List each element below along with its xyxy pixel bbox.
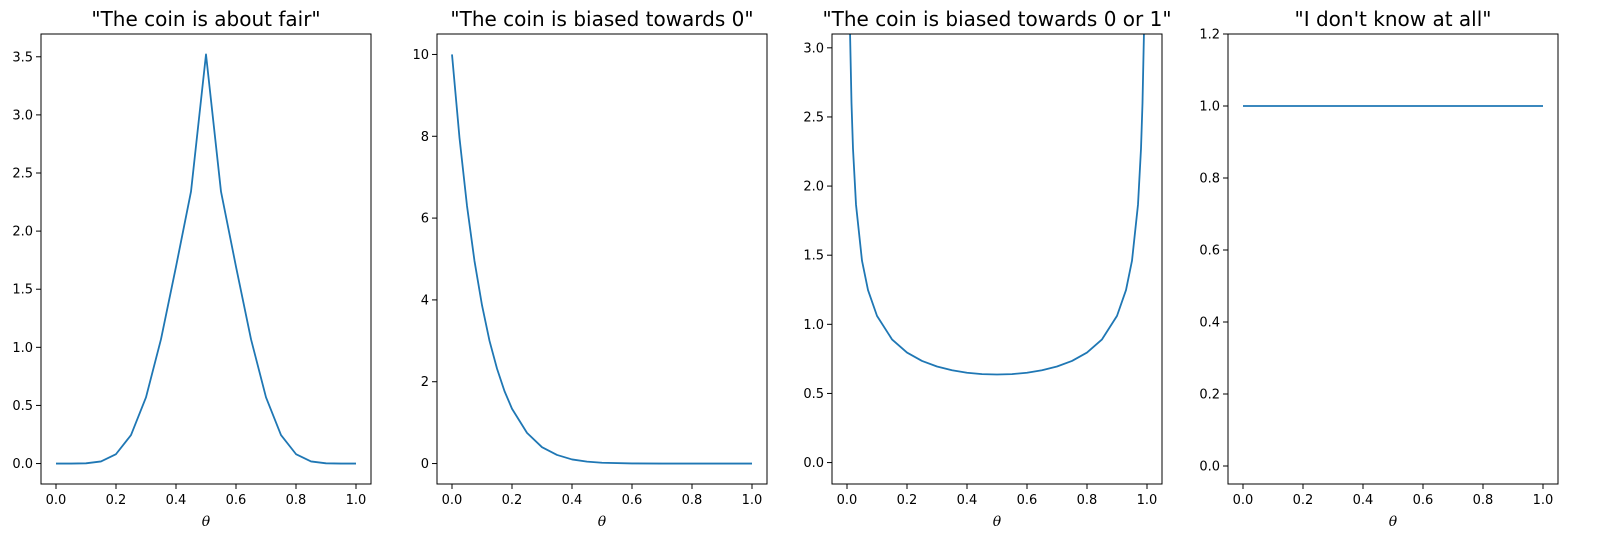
x-tick-label: 0.8	[682, 493, 703, 508]
chart-title: "The coin is biased towards 0 or 1"	[822, 7, 1171, 31]
y-tick-label: 8	[421, 130, 429, 145]
y-tick-label: 0.4	[1199, 316, 1220, 331]
y-tick-label: 3.5	[12, 50, 33, 65]
x-tick-label: 0.2	[502, 493, 523, 508]
y-tick-label: 6	[421, 212, 429, 227]
series-line-1	[56, 53, 356, 465]
chart-title: "The coin is about fair"	[91, 7, 320, 31]
y-tick-label: 0.8	[1199, 172, 1220, 187]
series-line-1	[451, 54, 752, 465]
plot-frame	[831, 33, 1163, 485]
y-tick-label: 0.0	[803, 456, 824, 471]
y-tick-label: 2.5	[803, 110, 824, 125]
chart-panel-4: 0.0 0.2 0.4 0.6 0.8 1.0 0.0 0.2 0.4 0.6 0.8 1.0 1.2 "…	[1199, 7, 1559, 530]
y-tick-label: 1.0	[803, 318, 824, 333]
y-tick-label: 0.2	[1199, 388, 1220, 403]
chart-panel-2: 0.0 0.2 0.4 0.6 0.8 1.0 0 2 4 6 8 10 "The coin is bi…	[412, 7, 768, 530]
y-tick-label: 0.0	[12, 457, 33, 472]
y-tick-label: 2.5	[12, 166, 33, 181]
y-tick-label: 1.5	[803, 249, 824, 264]
x-tick-label: 0.0	[1233, 493, 1254, 508]
plot-frame	[436, 33, 768, 485]
x-tick-label: 0.6	[1413, 493, 1434, 508]
x-tick-label: 1.0	[742, 493, 763, 508]
y-tick-label: 0.0	[1199, 460, 1220, 475]
chart-title: "The coin is biased towards 0"	[450, 7, 753, 31]
chart-panel-1: 0.0 0.2 0.4 0.6 0.8 1.0 0.0 0.5 1.0 1.5 2.0 2.5 3.0 3…	[12, 7, 372, 530]
x-tick-label: 1.0	[346, 493, 367, 508]
chart-panel-3: 0.0 0.2 0.4 0.6 0.8 1.0 0.0 0.5 1.0 1.5 2.0 2.5 3.0 "…	[803, 7, 1171, 530]
y-tick-label: 4	[421, 293, 429, 308]
y-tick-label: 0.5	[803, 387, 824, 402]
y-tick-label: 0.5	[12, 399, 33, 414]
y-tick-label: 3.0	[803, 41, 824, 56]
y-tick-label: 2	[421, 375, 429, 390]
y-tick-label: 1.0	[12, 341, 33, 356]
y-tick-label: 0	[421, 457, 429, 472]
x-tick-label: 0.6	[1017, 493, 1038, 508]
x-tick-label: 0.2	[106, 493, 127, 508]
y-tick-label: 2.0	[803, 180, 824, 195]
x-tick-label: 0.0	[46, 493, 67, 508]
x-axis-label: θ	[1389, 514, 1398, 530]
x-tick-label: 0.8	[286, 493, 307, 508]
y-tick-label: 3.0	[12, 108, 33, 123]
x-tick-label: 0.4	[562, 493, 583, 508]
x-tick-label: 0.0	[837, 493, 858, 508]
x-tick-label: 0.2	[897, 493, 918, 508]
x-tick-label: 1.0	[1137, 493, 1158, 508]
x-tick-label: 0.4	[957, 493, 978, 508]
x-tick-label: 0.6	[226, 493, 247, 508]
y-tick-label: 1.5	[12, 283, 33, 298]
x-tick-label: 0.4	[1353, 493, 1374, 508]
x-axis-label: θ	[202, 514, 211, 530]
y-tick-label: 1.0	[1199, 100, 1220, 115]
y-tick-label: 1.2	[1199, 28, 1220, 43]
y-tick-label: 10	[412, 48, 429, 63]
x-tick-label: 0.8	[1077, 493, 1098, 508]
x-axis-label: θ	[993, 514, 1002, 530]
chart-title: "I don't know at all"	[1295, 7, 1492, 31]
x-tick-label: 0.6	[622, 493, 643, 508]
series-line-1	[849, 34, 1145, 376]
plot-frame	[40, 33, 372, 485]
x-tick-label: 0.2	[1293, 493, 1314, 508]
y-tick-label: 0.6	[1199, 244, 1220, 259]
x-axis-label: θ	[598, 514, 607, 530]
x-tick-label: 1.0	[1533, 493, 1554, 508]
x-tick-label: 0.0	[442, 493, 463, 508]
x-tick-label: 0.8	[1473, 493, 1494, 508]
y-tick-label: 2.0	[12, 225, 33, 240]
plot-frame	[1227, 33, 1559, 485]
x-tick-label: 0.4	[166, 493, 187, 508]
